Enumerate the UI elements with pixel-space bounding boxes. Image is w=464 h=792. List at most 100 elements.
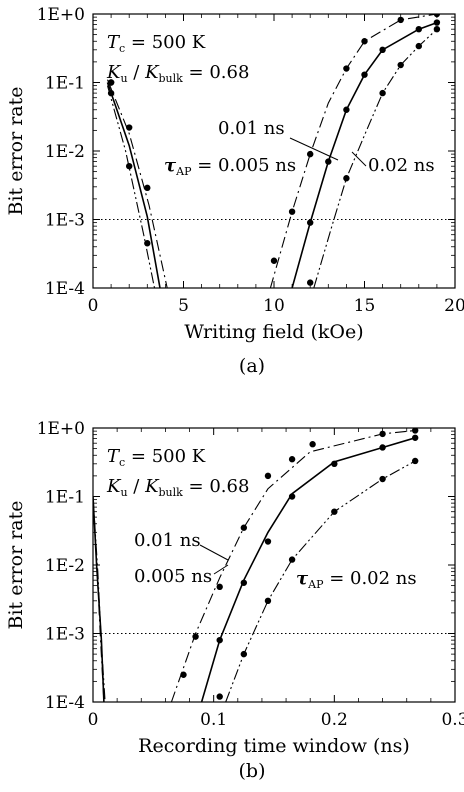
ku-annotation-part: / [128,62,146,83]
leader-0p02ns [351,151,367,167]
ku-annotation-part: K [106,476,122,497]
x-tick-label: 15 [354,296,376,316]
data-point [411,457,419,465]
data-point [411,434,419,441]
tau-annotation: τAP = 0.005 ns [164,155,296,178]
panel-label: (a) [239,355,265,377]
data-point [216,693,223,700]
tau-annotation-part: AP [307,578,324,591]
ku-annotation-part: bulk [159,486,184,499]
x-tick-label: 10 [263,296,285,316]
ku-annotation-part: K [144,62,160,83]
tc-annotation: Tc = 500 K [107,32,206,55]
data-point [126,124,133,131]
data-point [379,475,386,483]
y-tick-label: 1E+0 [37,419,85,439]
series-line-0p01 [291,21,438,288]
series-line-0p005 [269,14,437,288]
tc-annotation-part: T [107,32,121,53]
x-tick-label: 0 [88,710,99,730]
curves [106,14,441,288]
x-axis-label: Recording time window (ns) [138,735,410,757]
data-point [240,650,248,658]
data-point [343,175,350,182]
y-tick-label: 1E-3 [45,211,85,231]
data-point [307,219,314,226]
tc-annotation: Tc = 500 K [107,446,206,469]
data-point [379,89,386,97]
series-line-0p005 [170,429,416,702]
label-0p005ns: 0.005 ns [134,566,212,587]
data-point [180,671,187,678]
data-point [240,579,248,586]
data-point [270,257,278,264]
plot-frame [92,427,456,703]
x-tick-label: 0 [88,296,99,316]
data-point [379,430,386,438]
data-point [107,79,115,86]
panel-b: 1E-4 1E-3 1E-2 1E-1 1E+0 0 0.1 0.2 0.3 Recording … [5,419,464,782]
data-point [264,472,272,480]
data-point [307,279,314,286]
panel-label: (b) [239,760,266,782]
leader-0p01ns [199,544,229,561]
data-point [331,508,338,515]
leader-0p005ns [213,564,229,575]
y-axis-label: Bit error rate [5,501,27,630]
data-point [411,428,419,434]
ku-annotation-part: K [144,476,160,497]
curves [93,428,419,702]
plot-frame [92,13,456,289]
data-point [192,633,199,640]
y-tick-label: 1E-2 [45,556,85,576]
data-point [144,184,151,192]
ku-annotation: Ku / Kbulk = 0.68 [106,476,249,499]
x-axis-label: Writing field (kOe) [184,321,363,343]
tc-annotation-part: c [119,456,125,469]
label-0p01ns: 0.01 ns [134,530,201,551]
data-point [325,158,332,165]
y-axis-label: Bit error rate [5,87,27,216]
data-point [397,16,404,24]
ku-annotation: Ku / Kbulk = 0.68 [106,62,249,85]
data-point [361,38,368,45]
ku-annotation-part: bulk [159,72,184,85]
data-point [433,25,441,33]
panel-a: 1E-4 1E-3 1E-2 1E-1 1E+0 0 5 10 15 20 Writing fiel… [5,5,464,377]
label-0p02ns: 0.02 ns [368,155,435,176]
x-tick-label: 0.2 [321,710,348,730]
series-line-0p01 [200,437,416,702]
data-point [288,493,296,500]
data-point [433,14,441,18]
data-point [331,460,338,468]
tc-annotation-part: = 500 K [125,32,206,53]
data-point [307,150,314,158]
ku-annotation-part: K [106,62,122,83]
data-point [144,240,151,247]
x-tick-label: 5 [178,296,189,316]
data-point [240,524,248,531]
data-point [288,456,296,463]
tau-annotation-part: = 0.02 ns [323,568,416,589]
ku-annotation-part: = 0.68 [183,476,250,497]
y-tick-label: 1E-2 [45,142,85,162]
series-line-0p01 [106,82,161,288]
x-tick-label: 0.1 [200,710,227,730]
data-point [126,162,133,170]
tau-annotation-part: τ [296,568,309,589]
data-point [107,89,115,97]
tau-annotation-part: AP [175,165,192,178]
data-point [397,61,404,69]
y-tick-label: 1E+0 [37,5,85,25]
data-point [309,441,316,448]
y-tick-label: 1E-4 [45,279,85,299]
data-point [264,538,272,545]
series-line-0p02 [106,85,156,288]
tau-annotation-part: τ [164,155,177,176]
x-tick-label: 20 [444,296,464,316]
series-line-0p02 [313,28,438,288]
y-tick-label: 1E-1 [45,488,85,508]
ku-annotation-part: u [120,486,127,499]
ku-annotation-part: u [120,72,127,85]
